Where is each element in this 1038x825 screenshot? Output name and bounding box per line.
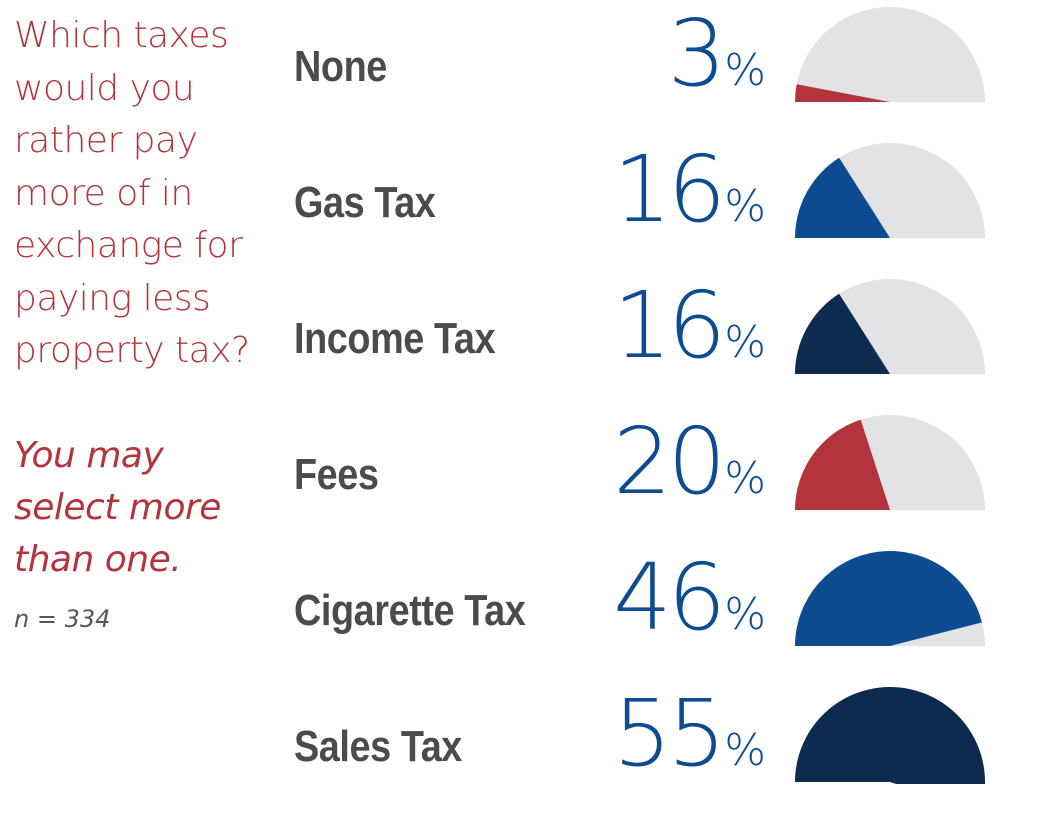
gauge-chart (795, 143, 985, 238)
percent-sign: % (724, 317, 766, 368)
question-line: exchange for (14, 225, 243, 266)
question-line: rather pay (14, 120, 198, 161)
percent-number: 20 (613, 408, 726, 515)
category-label: Cigarette Tax (294, 586, 526, 635)
percent-sign: % (724, 589, 766, 640)
answer-row: Income Tax 16% (0, 272, 1038, 412)
gauge-track (795, 7, 985, 102)
answer-row: Cigarette Tax 46% (0, 544, 1038, 684)
answer-row: Gas Tax 16% (0, 136, 1038, 276)
gauge-chart (795, 687, 985, 784)
percent-value: 3% (668, 0, 766, 107)
percent-sign: % (724, 725, 766, 776)
percent-value: 55% (613, 680, 766, 787)
category-label: Fees (294, 450, 379, 499)
gauge-chart (795, 7, 985, 102)
percent-value: 16% (613, 136, 766, 243)
sample-size: n = 334 (14, 605, 111, 633)
percent-number: 55 (613, 680, 726, 787)
percent-value: 46% (613, 544, 766, 651)
question-line: would you (14, 67, 195, 109)
percent-number: 46 (613, 544, 726, 651)
gauge-chart (795, 279, 985, 374)
percent-sign: % (724, 453, 766, 504)
gauge-value-wedge (795, 157, 890, 238)
question-line: property tax? (14, 330, 250, 371)
percent-number: 16 (613, 136, 726, 243)
gauge-value-wedge (795, 84, 890, 102)
percent-value: 16% (613, 272, 766, 379)
gauge-value-wedge (795, 419, 890, 510)
percent-number: 16 (613, 272, 726, 379)
category-label: Income Tax (294, 314, 496, 363)
note-line: select more (14, 487, 221, 528)
question-line: more of in (14, 172, 193, 214)
category-label: None (294, 42, 387, 91)
gauge-chart (795, 415, 985, 510)
question-text: Which taxes would you rather pay more of… (14, 10, 284, 378)
percent-value: 20% (613, 408, 766, 515)
answer-row: None 3% (0, 0, 1038, 140)
gauge-value-wedge (795, 293, 890, 374)
answer-row: Sales Tax 55% (0, 680, 1038, 820)
percent-sign: % (724, 45, 766, 96)
question-line: Which taxes (14, 15, 229, 56)
gauge-chart (795, 550, 985, 646)
note-line: than one. (14, 539, 182, 580)
percent-number: 3 (667, 0, 727, 107)
answer-row: Fees 20% (0, 408, 1038, 548)
gauge-value-wedge (795, 550, 983, 646)
question-line: paying less (14, 277, 211, 319)
category-label: Gas Tax (294, 178, 436, 227)
note-line: You may (14, 435, 164, 476)
selection-note: You may select more than one. (14, 430, 284, 586)
percent-sign: % (724, 181, 766, 232)
category-label: Sales Tax (294, 722, 462, 771)
gauge-value-wedge (795, 687, 985, 784)
